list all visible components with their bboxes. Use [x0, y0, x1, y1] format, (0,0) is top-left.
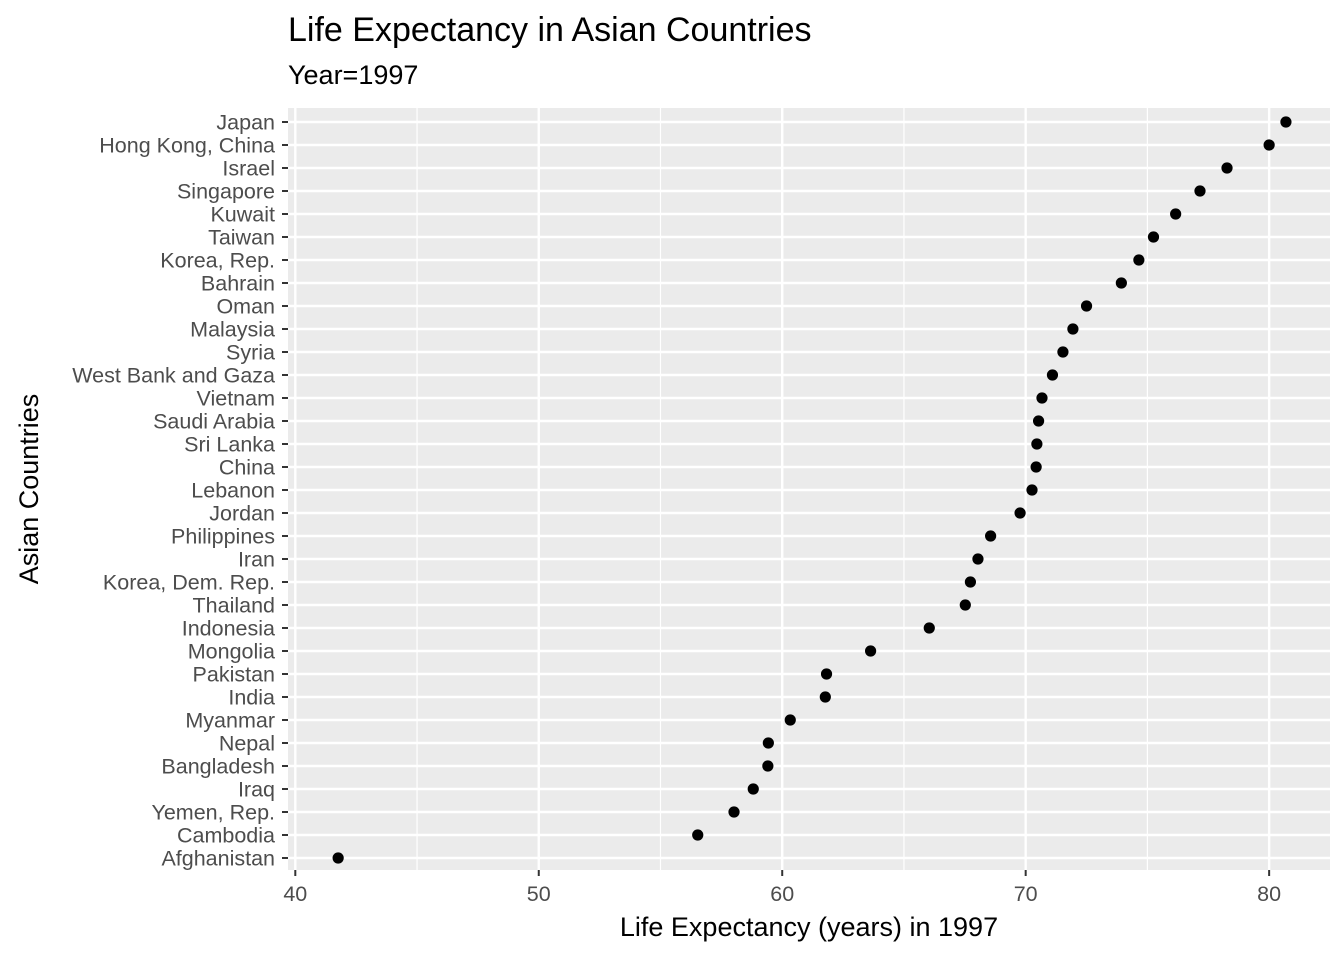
y-tick-label: Nepal [219, 732, 275, 756]
y-tick-label: Vietnam [197, 387, 275, 411]
y-axis-title: Asian Countries [14, 394, 44, 585]
y-tick-label: Cambodia [177, 824, 275, 848]
y-tick-label: Saudi Arabia [153, 410, 275, 434]
y-tick-label: Pakistan [193, 663, 275, 687]
y-tick-label: Sri Lanka [184, 433, 275, 457]
grid-lines [288, 108, 1330, 870]
data-points [332, 116, 1292, 864]
data-point [1194, 185, 1206, 197]
y-tick-label: Thailand [193, 594, 275, 618]
data-point [1046, 369, 1059, 381]
y-tick-label: Philippines [171, 525, 275, 549]
y-tick-label: Indonesia [182, 617, 275, 641]
y-tick-label: Korea, Dem. Rep. [103, 571, 275, 595]
x-axis: 40 50 60 70 80 [283, 870, 1281, 906]
y-tick-label: Japan [216, 111, 275, 135]
data-point [1280, 116, 1292, 128]
y-tick-label: Bangladesh [161, 755, 275, 779]
x-tick-label: 40 [283, 882, 307, 906]
y-tick-label: Afghanistan [161, 847, 275, 871]
y-tick-label: Lebanon [191, 479, 275, 503]
data-point [728, 806, 740, 818]
x-tick-label: 80 [1257, 882, 1281, 906]
data-point [964, 576, 977, 588]
data-point [985, 530, 997, 542]
data-point [1067, 323, 1079, 335]
y-tick-label: Jordan [209, 502, 275, 526]
y-tick-label: Taiwan [208, 226, 275, 250]
data-point [784, 714, 796, 726]
data-point [820, 668, 833, 680]
y-tick-label: Oman [216, 295, 275, 319]
data-point [1026, 484, 1038, 496]
y-tick-label: Malaysia [190, 318, 275, 342]
data-point [1221, 162, 1233, 174]
data-point [1030, 461, 1042, 473]
x-axis-title: Life Expectancy (years) in 1997 [620, 912, 998, 942]
x-tick-label: 50 [527, 882, 551, 906]
chart-subtitle: Year=1997 [288, 60, 418, 90]
data-point [1080, 300, 1093, 312]
y-tick-label: Israel [222, 157, 275, 181]
data-point [972, 553, 984, 565]
y-tick-label: Hong Kong, China [99, 134, 275, 158]
y-tick-label: Singapore [177, 180, 275, 204]
data-point [1057, 346, 1069, 358]
y-tick-label: India [228, 686, 275, 710]
y-tick-label: China [219, 456, 275, 480]
data-point [1115, 277, 1127, 289]
x-tick-label: 70 [1014, 882, 1038, 906]
data-point [1133, 254, 1145, 266]
data-point [1032, 415, 1045, 427]
data-point [762, 760, 774, 772]
data-point [819, 691, 831, 703]
data-point [1170, 208, 1182, 220]
data-point [747, 783, 759, 795]
data-point [864, 645, 877, 657]
y-tick-label: Kuwait [210, 203, 275, 227]
y-tick-label: Syria [226, 341, 275, 365]
data-point [762, 737, 774, 749]
data-point [1263, 139, 1275, 151]
data-point [959, 599, 971, 611]
data-point [923, 622, 935, 634]
chart-title: Life Expectancy in Asian Countries [288, 11, 812, 49]
y-tick-label: Iran [238, 548, 275, 572]
data-point [1031, 438, 1043, 450]
data-point [1147, 231, 1160, 243]
y-tick-label: West Bank and Gaza [72, 364, 275, 388]
y-tick-label: Mongolia [188, 640, 275, 664]
y-tick-label: Yemen, Rep. [151, 801, 275, 825]
data-point [1014, 507, 1026, 519]
y-tick-label: Iraq [238, 778, 275, 802]
y-tick-label: Myanmar [185, 709, 275, 733]
y-tick-label: Bahrain [201, 272, 275, 296]
data-point [692, 829, 704, 841]
data-point [1036, 392, 1048, 404]
y-tick-label: Korea, Rep. [160, 249, 275, 273]
x-tick-label: 60 [770, 882, 794, 906]
data-point [332, 852, 344, 864]
